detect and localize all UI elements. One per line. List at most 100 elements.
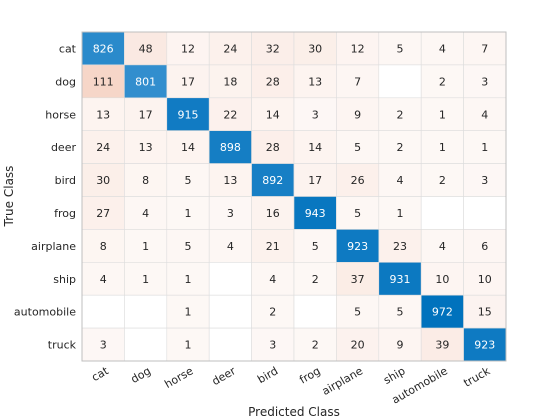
y-tick-label: horse: [45, 108, 76, 121]
matrix-cell: [124, 64, 168, 99]
cell-value-label: 17: [308, 174, 322, 187]
matrix-cell: [124, 327, 168, 362]
cell-value-label: 23: [393, 240, 407, 253]
cell-value-label: 39: [435, 339, 449, 352]
cell-value-label: 4: [269, 273, 276, 286]
y-tick-label: dog: [55, 75, 76, 88]
matrix-cell: [463, 130, 507, 164]
y-tick-label: bird: [55, 174, 76, 187]
matrix-cell: [463, 261, 507, 296]
cell-value-label: 20: [351, 339, 365, 352]
matrix-cell: [293, 196, 337, 230]
cell-value-label: 32: [266, 42, 280, 55]
matrix-cell: [378, 163, 422, 197]
matrix-cell: [293, 130, 337, 164]
cell-value-label: 26: [351, 174, 365, 187]
cell-value-label: 5: [185, 174, 192, 187]
cell-value-label: 801: [135, 75, 156, 88]
matrix-cell: [293, 64, 337, 99]
matrix-cell: [208, 64, 252, 99]
cell-value-label: 17: [139, 108, 153, 121]
matrix-cell: [336, 196, 380, 230]
cell-value-label: 15: [478, 306, 492, 319]
cell-value-label: 1: [439, 108, 446, 121]
cell-value-label: 2: [397, 141, 404, 154]
matrix-cell: [463, 64, 507, 99]
cell-value-label: 30: [308, 42, 322, 55]
matrix-cell: [336, 163, 380, 197]
matrix-cell: [463, 97, 507, 132]
cell-value-label: 5: [354, 207, 361, 220]
y-tick-label: truck: [48, 339, 77, 352]
cell-value-label: 4: [439, 42, 446, 55]
cell-value-label: 4: [100, 273, 107, 286]
matrix-cell: [251, 196, 295, 230]
matrix-cell: [166, 31, 210, 66]
y-tick-label: deer: [51, 141, 77, 154]
cell-value-label: 13: [223, 174, 237, 187]
matrix-cell: [293, 327, 337, 362]
y-tick-label: cat: [59, 42, 77, 55]
matrix-cell: [336, 261, 380, 296]
cell-value-label: 37: [351, 273, 365, 286]
cell-value-label: 1: [142, 273, 149, 286]
cell-value-label: 2: [439, 75, 446, 88]
matrix-frame: [81, 31, 507, 362]
matrix-cell: [81, 196, 125, 230]
cell-value-label: 943: [305, 207, 326, 220]
matrix-cell: [81, 31, 125, 66]
matrix-cell: [420, 294, 464, 329]
matrix-cell: [208, 327, 252, 362]
matrix-cell: [336, 294, 380, 329]
matrix-cell: [378, 229, 422, 263]
matrix-cell: [124, 163, 168, 197]
cell-value-label: 13: [96, 108, 110, 121]
matrix-cell: [208, 163, 252, 197]
cell-value-label: 4: [397, 174, 404, 187]
matrix-cell: [251, 97, 295, 132]
cell-value-label: 14: [308, 141, 322, 154]
cell-value-label: 1: [185, 306, 192, 319]
matrix-cell: [463, 327, 507, 362]
cell-value-label: 30: [96, 174, 110, 187]
cell-value-label: 28: [266, 141, 280, 154]
cell-value-label: 7: [354, 75, 361, 88]
y-tick-labels: cat dog horse deer bird frog airplane ship autom…: [14, 42, 77, 351]
matrix-cell: [336, 97, 380, 132]
matrix-cell: [81, 97, 125, 132]
cell-value-label: 826: [93, 42, 114, 55]
cell-value-label: 4: [481, 108, 488, 121]
cell-value-label: 2: [439, 174, 446, 187]
cell-value-label: 27: [96, 207, 110, 220]
cell-value-label: 892: [262, 174, 283, 187]
matrix-cell: [336, 64, 380, 99]
matrix-cell: [208, 294, 252, 329]
matrix-cell: [166, 294, 210, 329]
matrix-cell: [293, 294, 337, 329]
cell-value-label: 14: [266, 108, 280, 121]
matrix-cell: [420, 64, 464, 99]
cell-value-label: 5: [312, 240, 319, 253]
matrix-cell: [420, 196, 464, 230]
cell-value-label: 3: [227, 207, 234, 220]
cell-value-label: 12: [351, 42, 365, 55]
matrix-cell: [251, 327, 295, 362]
y-tick-label: airplane: [31, 240, 76, 253]
cell-value-label: 3: [481, 75, 488, 88]
matrix-cell: [463, 229, 507, 263]
cell-value-label: 4: [439, 240, 446, 253]
matrix-cell: [463, 196, 507, 230]
cell-value-label: 21: [266, 240, 280, 253]
matrix-cell: [124, 97, 168, 132]
cell-value-label: 1: [185, 339, 192, 352]
matrix-cell: [166, 196, 210, 230]
cell-value-label: 2: [269, 306, 276, 319]
cell-value-label: 1: [185, 273, 192, 286]
matrix-cell: [124, 294, 168, 329]
matrix-cell: [336, 229, 380, 263]
cell-value-label: 16: [266, 207, 280, 220]
matrix-cell: [378, 64, 422, 99]
matrix-cell: [251, 229, 295, 263]
matrix-cell: [336, 327, 380, 362]
